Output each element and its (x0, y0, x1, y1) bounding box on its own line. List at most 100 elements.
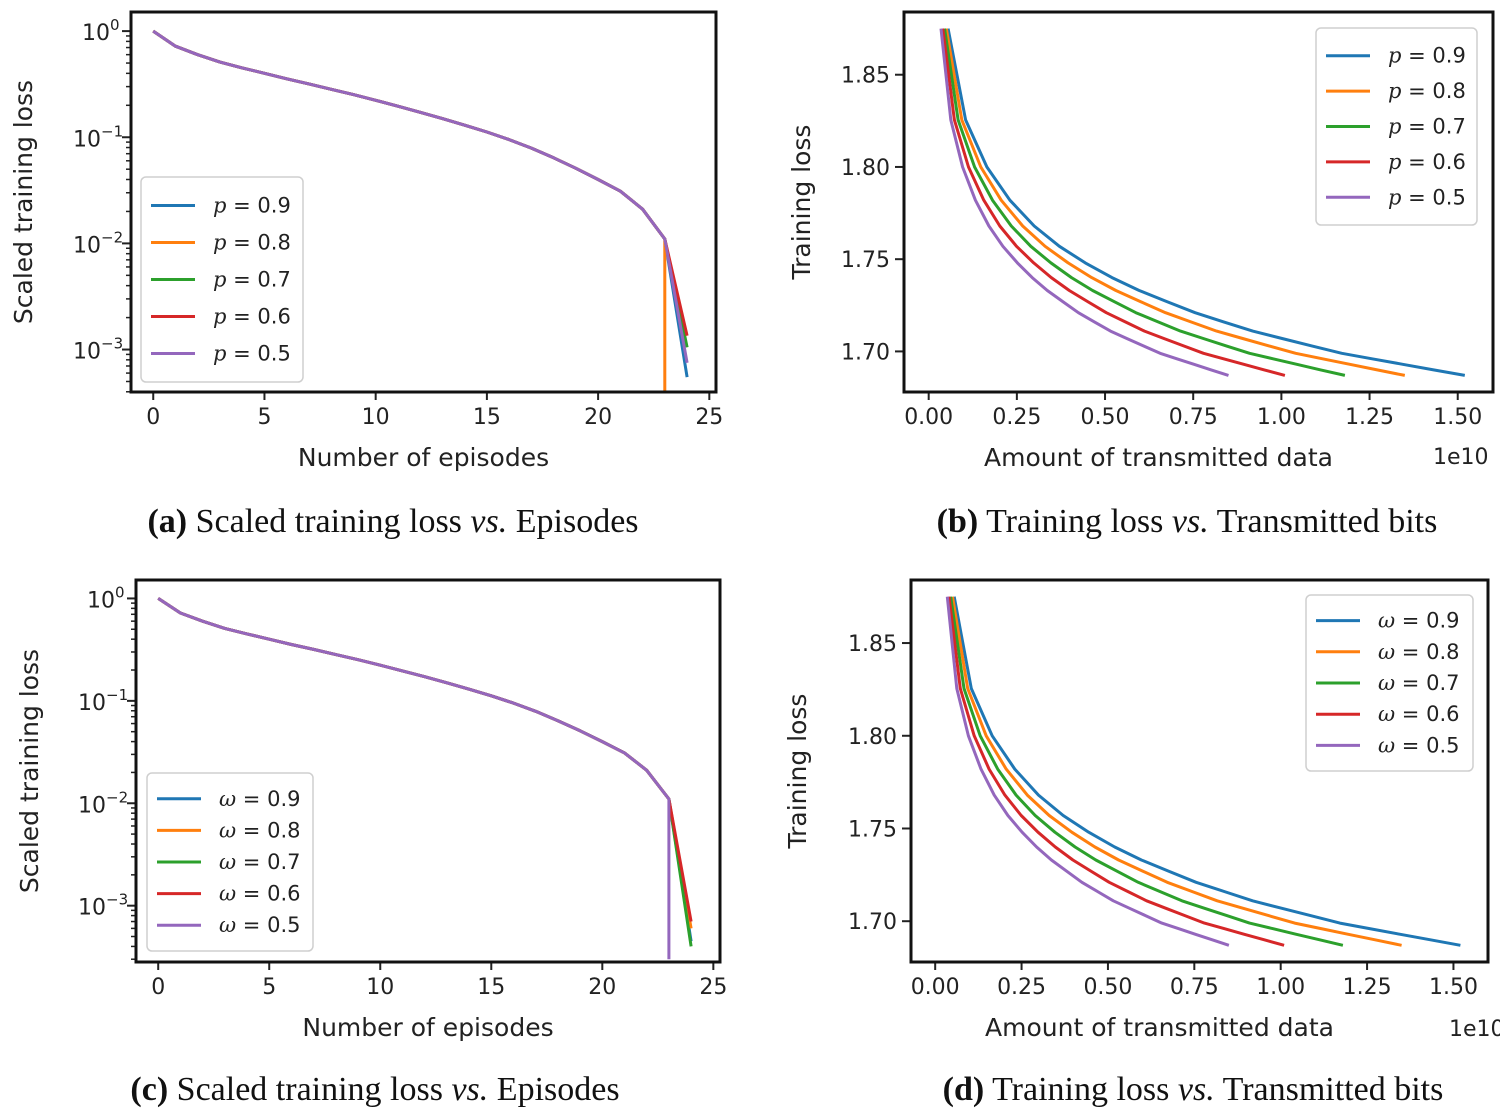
legend-box (1305, 594, 1474, 772)
y-tick-exponent: −2 (106, 788, 128, 806)
legend-entry: ω = 0.7 (1378, 671, 1459, 695)
legend-value: 0.9 (1426, 609, 1459, 633)
legend-value: 0.7 (267, 850, 300, 874)
y-axis-label: Training loss (787, 125, 816, 281)
x-tick-label: 10 (366, 975, 394, 1000)
legend-entry: p = 0.6 (1388, 150, 1466, 174)
caption-part2: Episodes (507, 503, 638, 540)
legend-symbol: ω (219, 787, 236, 811)
x-tick-label: 1.25 (1343, 975, 1392, 1000)
y-tick-label: 1.70 (841, 340, 890, 365)
legend-symbol: p (213, 231, 226, 255)
legend-entry: p = 0.5 (213, 342, 291, 366)
legend-box (140, 176, 304, 383)
legend-equals: = (236, 913, 267, 937)
legend-equals: = (226, 194, 257, 218)
legend-equals: = (1401, 115, 1432, 139)
x-tick-label: 25 (695, 405, 723, 430)
series-line-0.6 (941, 28, 1286, 377)
legend: p = 0.9p = 0.8p = 0.7p = 0.6p = 0.5 (140, 176, 304, 383)
x-axis-label: Number of episodes (298, 443, 549, 472)
y-tick-base: 10 (73, 340, 101, 365)
series-line-0.5 (152, 29, 689, 364)
legend-symbol: p (213, 268, 226, 292)
y-axis-label: Scaled training loss (15, 649, 44, 893)
legend-equals: = (1401, 79, 1432, 103)
legend-entry: p = 0.6 (213, 305, 291, 329)
legend-equals: = (236, 787, 267, 811)
legend-symbol: ω (1378, 609, 1395, 633)
legend: ω = 0.9ω = 0.8ω = 0.7ω = 0.6ω = 0.5 (1305, 594, 1474, 772)
x-tick-label: 0.25 (997, 975, 1046, 1000)
legend-equals: = (1395, 609, 1426, 633)
y-tick-label: 1.75 (848, 817, 897, 842)
y-tick-label: 1.75 (841, 248, 890, 273)
x-offset-label: 1e10 (1433, 445, 1489, 470)
caption-part1: Scaled training loss (187, 503, 470, 540)
legend-equals: = (1395, 702, 1426, 726)
series-line-0.5 (945, 596, 1230, 947)
legend-equals: = (1401, 150, 1432, 174)
x-tick-label: 1.00 (1256, 975, 1305, 1000)
legend-value: 0.9 (257, 194, 290, 218)
legend-value: 0.6 (1426, 702, 1459, 726)
y-tick-label: 10 (73, 233, 101, 258)
legend-symbol: ω (1378, 671, 1395, 695)
legend-symbol: p (213, 342, 226, 366)
y-tick-exponent: −2 (101, 228, 123, 246)
y-tick-exponent: −1 (101, 122, 123, 140)
legend-value: 0.8 (267, 818, 300, 842)
caption-d: (d) Training loss vs. Transmitted bits (943, 1071, 1444, 1108)
legend-symbol: p (1388, 150, 1401, 174)
caption-label: (b) (937, 503, 979, 540)
x-tick-label: 20 (588, 975, 616, 1000)
legend-equals: = (226, 231, 257, 255)
x-tick-label: 15 (477, 975, 505, 1000)
legend-entry: p = 0.5 (1388, 185, 1466, 209)
x-tick-label: 20 (584, 405, 612, 430)
legend-symbol: ω (1378, 640, 1395, 664)
legend-value: 0.7 (1432, 115, 1465, 139)
legend-equals: = (1395, 671, 1426, 695)
series-line-0.7 (943, 28, 1346, 377)
legend-symbol: ω (219, 818, 236, 842)
x-tick-label: 5 (262, 975, 276, 1000)
legend-equals: = (236, 818, 267, 842)
y-tick-label: 10 (82, 21, 110, 46)
caption-label: (d) (943, 1071, 985, 1108)
x-tick-label: 1.00 (1257, 405, 1306, 430)
y-tick-label: 1.85 (848, 632, 897, 657)
caption-part1: Training loss (984, 1071, 1178, 1108)
legend-symbol: p (1388, 44, 1401, 68)
y-tick-label: 1.80 (848, 725, 897, 750)
x-tick-label: 0.75 (1170, 975, 1219, 1000)
legend-value: 0.9 (1432, 44, 1465, 68)
legend-symbol: p (1388, 185, 1401, 209)
legend-symbol: ω (1378, 702, 1395, 726)
legend-entry: p = 0.8 (213, 231, 291, 255)
plot-frame (902, 10, 1495, 394)
x-axis-label: Number of episodes (302, 1013, 553, 1042)
legend-box (1315, 27, 1478, 226)
legend: p = 0.9 p = 0.8 p = 0.7 p = 0.6 p = 0.5 (1315, 27, 1478, 226)
y-tick-label: 10 (78, 691, 106, 716)
legend-value: 0.9 (267, 787, 300, 811)
x-tick-label: 0 (151, 975, 165, 1000)
caption-part2: Transmitted bits (1215, 1071, 1444, 1108)
caption-label: (a) (147, 503, 187, 540)
legend-value: 0.7 (257, 268, 290, 292)
series-line-0.7 (949, 596, 1344, 947)
series-line-0.5 (157, 597, 671, 960)
legend-entry: p = 0.8 (1388, 79, 1466, 103)
legend-equals: = (1395, 733, 1426, 757)
y-tick-base: 10 (78, 691, 106, 716)
x-tick-label: 1.50 (1433, 405, 1482, 430)
legend-entry: ω = 0.9 (1378, 609, 1459, 633)
legend-value: 0.5 (267, 913, 300, 937)
x-tick-label: 15 (473, 405, 501, 430)
y-tick-exponent: 0 (115, 583, 125, 601)
y-tick-base: 10 (87, 588, 115, 613)
legend-symbol: p (213, 305, 226, 329)
legend-value: 0.6 (1432, 150, 1465, 174)
